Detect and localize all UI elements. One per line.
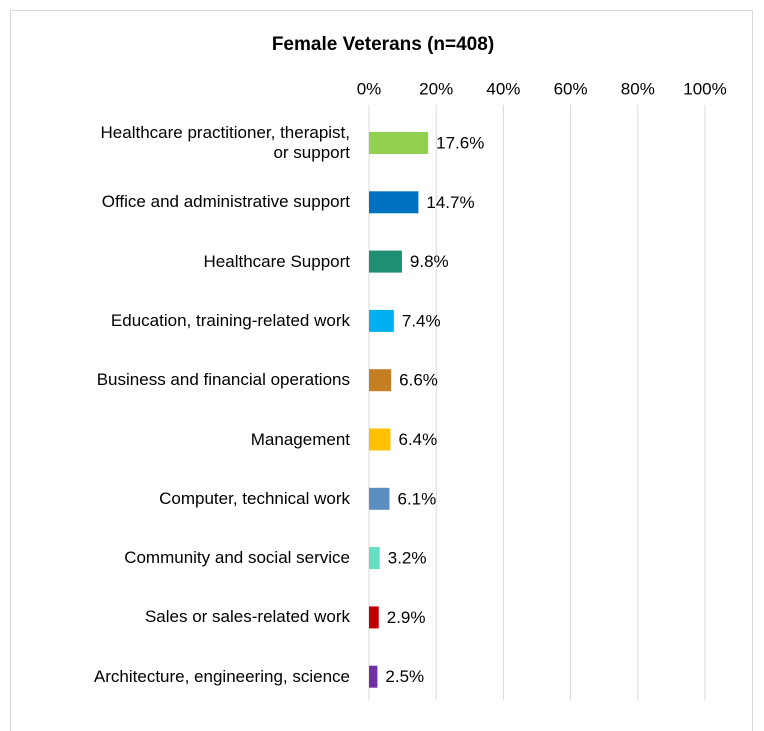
bar	[369, 487, 390, 510]
value-label: 7.4%	[402, 311, 441, 330]
chart-title: Female Veterans (n=408)	[272, 34, 494, 55]
category-label: Business and financial operations	[96, 370, 350, 390]
category-label: Healthcare Support	[203, 251, 350, 271]
chart-border	[10, 10, 753, 731]
value-label: 17.6%	[436, 133, 484, 152]
bar	[369, 369, 392, 392]
value-label: 9.8%	[410, 252, 449, 271]
category-label: Sales or sales-related work	[144, 607, 350, 627]
category-label: Management	[250, 429, 350, 449]
x-tick-label: 40%	[486, 79, 520, 98]
category-label: Architecture, engineering, science	[93, 666, 350, 686]
category-label: Office and administrative support	[101, 192, 350, 212]
bar	[369, 191, 419, 214]
x-tick-label: 80%	[621, 79, 655, 98]
bar	[369, 428, 391, 451]
x-tick-label: 100%	[683, 79, 726, 98]
category-label: Healthcare practitioner, therapist, or s…	[100, 123, 350, 162]
category-label: Computer, technical work	[159, 488, 350, 508]
value-label: 6.6%	[399, 371, 438, 390]
x-tick-label: 60%	[554, 79, 588, 98]
value-label: 6.1%	[397, 489, 436, 508]
value-label: 2.5%	[385, 667, 424, 686]
bar	[369, 547, 380, 570]
value-label: 3.2%	[388, 549, 427, 568]
value-label: 6.4%	[399, 430, 438, 449]
value-label: 2.9%	[387, 608, 426, 627]
bar	[369, 250, 402, 273]
category-label: Community and social service	[124, 548, 350, 568]
bar	[369, 132, 429, 154]
category-label: Education, training-related work	[110, 310, 350, 330]
x-tick-label: 20%	[419, 79, 453, 98]
x-tick-label: 0%	[357, 79, 382, 98]
bar	[369, 309, 394, 332]
value-label: 14.7%	[426, 193, 474, 212]
bar	[369, 606, 379, 629]
bar	[369, 665, 378, 688]
